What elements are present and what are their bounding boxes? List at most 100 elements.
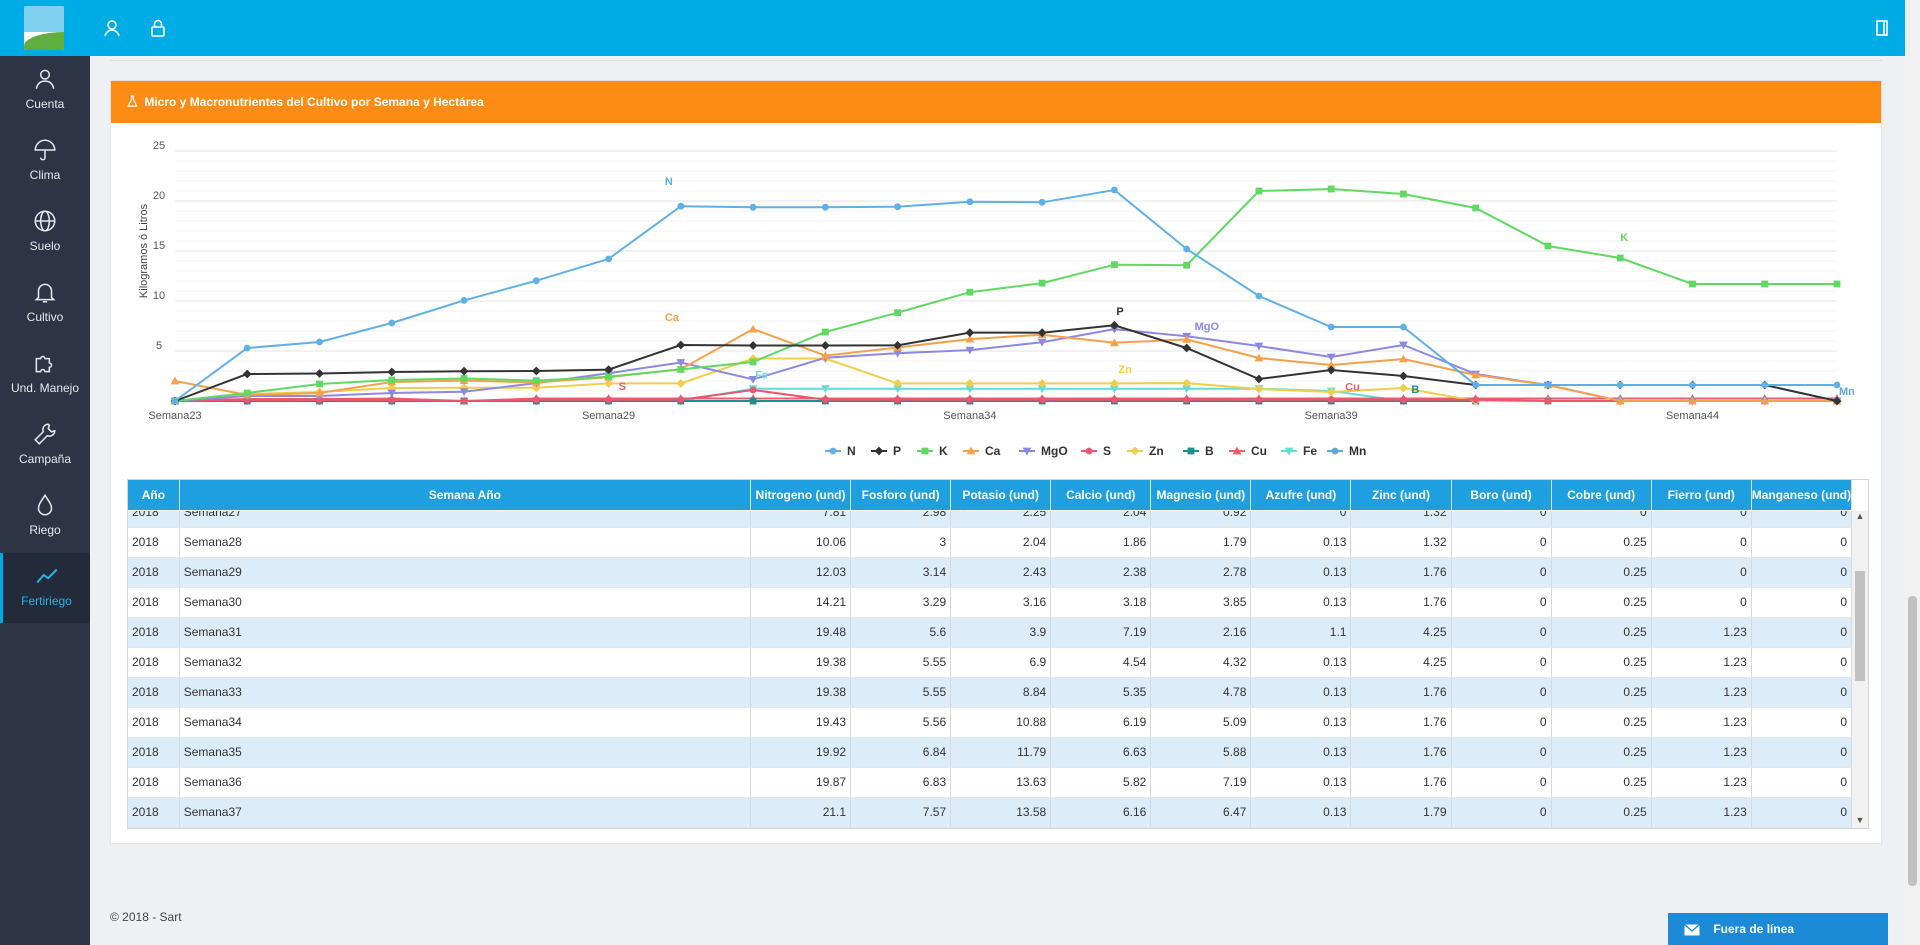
- sidebar-item-label: Suelo: [29, 239, 61, 253]
- data-point-k: [1833, 280, 1841, 288]
- sidebar-item-und-manejo[interactable]: Und. Manejo: [0, 340, 90, 410]
- table-cell: 0.25: [1551, 677, 1652, 708]
- column-header[interactable]: Calcio (und): [1050, 480, 1152, 510]
- offline-status-button[interactable]: Fuera de línea: [1668, 913, 1888, 945]
- table-cell: 3.18: [1050, 587, 1152, 618]
- column-header[interactable]: Fosforo (und): [850, 480, 952, 510]
- table-cell: 1.76: [1350, 557, 1452, 588]
- x-tick-label: Semana34: [943, 410, 996, 422]
- column-header[interactable]: Cobre (und): [1551, 480, 1652, 510]
- column-header[interactable]: Potasio (und): [950, 480, 1052, 510]
- page-scrollbar[interactable]: [1905, 0, 1920, 945]
- data-point-zn: [604, 379, 613, 388]
- legend-item-mn: Mn: [1349, 444, 1366, 458]
- scroll-up-icon[interactable]: ▲: [1855, 511, 1865, 521]
- table-row[interactable]: 2018 Semana29 12.03 3.14 2.43 2.38 2.78 0.13 1.7…: [128, 557, 1852, 588]
- column-header[interactable]: Magnesio (und): [1150, 480, 1252, 510]
- data-point-n: [1038, 198, 1046, 206]
- data-point-ca: [820, 351, 830, 359]
- column-header[interactable]: Zinc (und): [1350, 480, 1452, 510]
- user-profile-icon[interactable]: [100, 16, 124, 40]
- user-icon: [35, 69, 55, 89]
- sidebar-item-cultivo[interactable]: Cultivo: [0, 269, 90, 339]
- data-point-k: [460, 375, 468, 382]
- data-point-zn: [965, 379, 975, 388]
- table-cell: 6.19: [1050, 707, 1152, 738]
- sidebar-item-label: Cuenta: [25, 97, 65, 111]
- scroll-down-icon[interactable]: ▼: [1855, 815, 1865, 825]
- table-cell: 1.23: [1651, 737, 1752, 768]
- legend-marker-mn: [1331, 447, 1339, 455]
- column-header[interactable]: Fierro (und): [1651, 480, 1752, 510]
- table-cell: 0: [1651, 587, 1752, 618]
- table-row[interactable]: 2018 Semana32 19.38 5.55 6.9 4.54 4.32 0.13 4.25…: [128, 647, 1852, 678]
- column-header[interactable]: Semana Año: [179, 480, 751, 510]
- column-header[interactable]: Boro (und): [1451, 480, 1552, 510]
- table-cell: 1.79: [1350, 797, 1452, 828]
- table-row[interactable]: 2018 Semana30 14.21 3.29 3.16 3.18 3.85 0.13 1.7…: [128, 587, 1852, 618]
- data-point-ca: [1760, 396, 1770, 405]
- sidebar-item-label: Fertiriego: [21, 594, 72, 608]
- table-row[interactable]: 2018 Semana33 19.38 5.55 8.84 5.35 4.78 0.13 1.7…: [128, 677, 1852, 708]
- column-header[interactable]: Manganeso (und): [1751, 480, 1853, 510]
- table-row[interactable]: 2018 Semana27 7.81 2.98 2.25 2.04 0.92 0 1.32 0 0 0…: [128, 511, 1852, 528]
- table-cell: 0: [1451, 677, 1552, 708]
- table-row[interactable]: 2018 Semana35 19.92 6.84 11.79 6.63 5.88 0.13 1.…: [128, 737, 1852, 768]
- app-logo[interactable]: [24, 6, 64, 50]
- panel-toggle-icon[interactable]: [1870, 16, 1894, 40]
- table-row[interactable]: 2018 Semana36 19.87 6.83 13.63 5.82 7.19 0.13 1.…: [128, 767, 1852, 798]
- table-cell: 3.85: [1150, 587, 1252, 618]
- column-header[interactable]: Nitrogeno (und): [750, 480, 852, 510]
- column-header[interactable]: Azufre (und): [1250, 480, 1352, 510]
- table-cell: 0: [1250, 511, 1352, 528]
- table-body[interactable]: 2018 Semana27 7.81 2.98 2.25 2.04 0.92 0 1.32 0 0 0…: [128, 511, 1852, 828]
- data-point-p: [531, 366, 541, 376]
- sidebar-item-fertiriego[interactable]: Fertiriego: [0, 553, 90, 623]
- data-point-n: [1544, 381, 1552, 389]
- sidebar-item-campana[interactable]: Campaña: [0, 411, 90, 481]
- table-row[interactable]: 2018 Semana28 10.06 3 2.04 1.86 1.79 0.13 1.32 0 0…: [128, 527, 1852, 558]
- table-cell: 7.19: [1050, 617, 1152, 648]
- table-row[interactable]: 2018 Semana34 19.43 5.56 10.88 6.19 5.09 0.13 1.…: [128, 707, 1852, 738]
- sidebar-item-clima[interactable]: Clima: [0, 127, 90, 197]
- table-cell: 0.13: [1250, 587, 1352, 618]
- data-point-ca: [1254, 353, 1264, 362]
- table-cell: 4.54: [1050, 647, 1152, 678]
- table-row[interactable]: 2018 Semana31 19.48 5.6 3.9 7.19 2.16 1.1 4.25 0 0…: [128, 617, 1852, 648]
- table-cell: 4.25: [1350, 647, 1452, 678]
- table-cell: 1.32: [1350, 511, 1452, 528]
- data-point-zn: [1182, 378, 1192, 388]
- table-scroll-thumb[interactable]: [1855, 571, 1865, 681]
- sidebar-item-label: Clima: [29, 168, 61, 182]
- table-cell: 3.9: [950, 617, 1052, 648]
- legend-item-b: B: [1205, 444, 1214, 458]
- series-label-s: S: [619, 381, 626, 393]
- data-point-ca: [1471, 370, 1481, 379]
- table-cell: 0: [1751, 797, 1852, 828]
- table-cell: 0: [1751, 557, 1852, 588]
- sidebar-item-suelo[interactable]: Suelo: [0, 198, 90, 268]
- data-point-n: [894, 203, 902, 211]
- table-cell: 0: [1751, 737, 1852, 768]
- sidebar-item-cuenta[interactable]: Cuenta: [0, 56, 90, 126]
- table-cell: 1.1: [1250, 617, 1352, 648]
- data-point-zn: [1037, 379, 1047, 388]
- data-point-n: [1327, 323, 1335, 331]
- umbrella-icon: [34, 139, 56, 161]
- offline-label: Fuera de línea: [1713, 922, 1795, 936]
- table-cell: 2.16: [1150, 617, 1252, 648]
- series-line-mgo: [174, 328, 1837, 402]
- data-point-s: [677, 396, 685, 404]
- data-point-n: [1400, 323, 1407, 331]
- data-point-n: [1833, 381, 1841, 389]
- table-row[interactable]: 2018 Semana37 21.1 7.57 13.58 6.16 6.47 0.13 1.7…: [128, 797, 1852, 828]
- lock-icon[interactable]: [146, 16, 170, 40]
- table-cell: 0: [1451, 527, 1552, 558]
- table-scrollbar[interactable]: ▲ ▼: [1852, 511, 1868, 828]
- data-point-n: [1761, 381, 1769, 389]
- line-chart-icon: [36, 568, 57, 584]
- table-cell: 2.25: [950, 511, 1052, 528]
- column-header[interactable]: Año: [128, 480, 180, 510]
- sidebar-item-riego[interactable]: Riego: [0, 482, 90, 552]
- table-cell: 0: [1751, 767, 1852, 798]
